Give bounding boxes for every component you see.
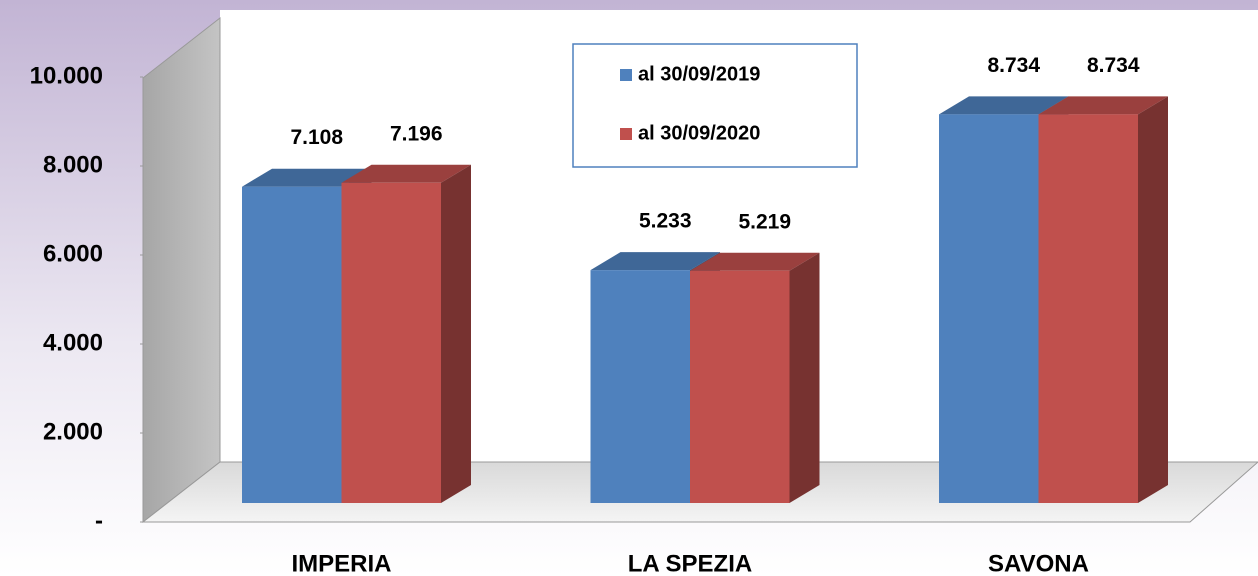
y-tick-label: 8.000 [43,151,103,178]
value-label: 8.734 [1087,54,1140,77]
bar-side [441,164,471,503]
legend-swatch [620,69,632,81]
bar-front [242,186,342,503]
bar-side [1138,96,1168,503]
x-tick-label: SAVONA [988,550,1089,576]
y-tick-label: 10.000 [30,62,103,89]
legend-label: al 30/09/2019 [638,63,760,85]
bar [341,164,471,503]
bar-top [341,164,471,183]
legend-label: al 30/09/2020 [638,122,760,144]
bar-top [939,96,1069,115]
bar-front [690,270,790,503]
bar-front [939,114,1039,503]
legend-box [572,43,858,168]
value-label: 5.233 [639,210,692,233]
bar-front [341,182,441,503]
plot [242,96,1168,503]
y-tick-label: 6.000 [43,240,103,267]
bar [1038,96,1168,503]
side-wall [142,16,221,524]
legend-swatch [620,128,632,140]
bar [690,252,820,503]
value-label: 5.219 [738,210,791,233]
y-tick-label: 4.000 [43,329,103,356]
value-label: 7.196 [390,122,443,145]
y-tick-label: 2.000 [43,418,103,445]
bar-top [1038,96,1168,115]
bar-top [590,252,720,271]
value-label: 7.108 [290,126,343,149]
bar-top [690,252,820,271]
bar-front [1038,114,1138,503]
x-tick-label: IMPERIA [291,550,391,576]
bar-front [590,270,690,503]
x-tick-label: LA SPEZIA [628,550,752,576]
y-tick-label: - [95,507,103,534]
bar-side [789,252,820,503]
bar-top [242,168,372,187]
value-label: 8.734 [987,54,1040,77]
